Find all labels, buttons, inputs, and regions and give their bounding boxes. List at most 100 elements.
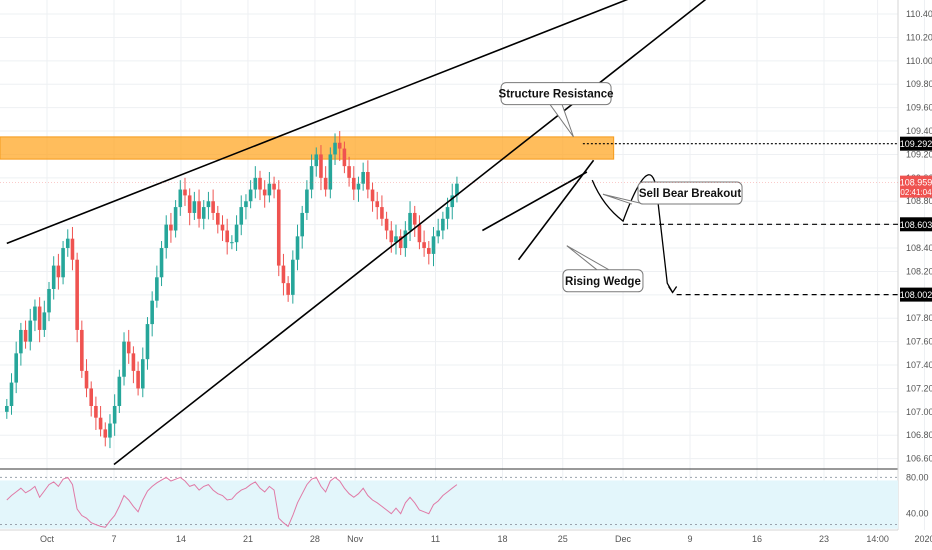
candle-body — [155, 277, 159, 301]
sell-bear-breakout-label-text: Sell Bear Breakout — [639, 188, 741, 200]
price-axis[interactable]: 110.400 110.200 110.000 109.800 109.600 109.4… — [0, 9, 932, 519]
structure-resistance-label-box — [500, 82, 612, 106]
candle-body — [408, 212, 412, 231]
level-108002-tag-text: 108.002 — [900, 290, 932, 300]
time-tick-label: 18 — [497, 534, 507, 544]
candle-body — [197, 201, 201, 219]
candle-body — [136, 370, 140, 389]
price-tick-label: 110.000 — [906, 56, 932, 66]
sell-bear-breakout-label-box — [637, 181, 743, 205]
candle-body — [37, 306, 42, 330]
time-tick-label: 7 — [111, 534, 116, 544]
candle-body — [309, 166, 314, 190]
candle-body — [103, 429, 108, 438]
candle-body — [70, 238, 75, 260]
time-tick-label: Dec — [615, 534, 632, 544]
candle-body — [441, 218, 445, 231]
structure-resistance-zone — [0, 136, 615, 160]
candle-body — [337, 142, 342, 149]
time-tick-label: 9 — [688, 534, 693, 544]
price-tick-label: 107.000 — [906, 407, 932, 417]
candle-body — [145, 324, 150, 360]
time-tick-label: 25 — [558, 534, 568, 544]
candle-body — [14, 353, 18, 383]
wedge-upper-line[interactable] — [481, 171, 588, 232]
candles — [5, 131, 459, 449]
candle-body — [351, 177, 356, 190]
sell-bear-breakout-label-pointer — [602, 193, 645, 205]
rsi-panel — [0, 476, 898, 529]
current-price-value: 108.959 — [900, 178, 932, 188]
candle-body — [173, 207, 178, 231]
candle-body — [262, 189, 267, 196]
candle-body — [272, 183, 276, 190]
structure-resistance-label-text: Structure Resistance — [499, 89, 614, 101]
price-tick-label: 107.800 — [906, 313, 932, 323]
structure-resistance-label[interactable]: Structure Resistance — [499, 82, 614, 138]
candle-body — [244, 201, 248, 208]
candle-body — [455, 183, 459, 196]
candle-body — [201, 207, 206, 219]
price-tick-label: 109.400 — [906, 126, 932, 136]
candle-body — [225, 230, 229, 243]
candle-body — [248, 189, 253, 202]
candle-body — [267, 183, 272, 196]
candle-body — [112, 405, 117, 424]
candle-body — [216, 212, 220, 225]
candle-body — [394, 236, 398, 243]
candle-body — [94, 405, 98, 418]
candle-body — [164, 224, 169, 249]
time-tick-label: 23 — [819, 534, 829, 544]
lower-channel-line[interactable] — [113, 0, 717, 466]
candle-body — [122, 341, 126, 377]
levels[interactable] — [582, 143, 898, 296]
price-tick-label: 108.200 — [906, 266, 932, 276]
candle-body — [291, 259, 295, 295]
candle-body — [450, 195, 455, 208]
candle-body — [159, 248, 164, 278]
candle-body — [253, 177, 258, 190]
rsi-tick-label: 80.00 — [906, 472, 929, 482]
rsi-band — [0, 480, 898, 529]
candle-body — [84, 370, 89, 389]
price-tick-label: 109.600 — [906, 103, 932, 113]
price-tick-label: 108.800 — [906, 196, 932, 206]
time-tick-label: 14:00 — [866, 534, 889, 544]
candle-body — [305, 189, 309, 213]
sell-bear-breakout-label[interactable]: Sell Bear Breakout — [602, 181, 743, 205]
wedge-lower-line[interactable] — [517, 159, 595, 261]
time-tick-label: 2020 — [914, 534, 932, 544]
rising-wedge-label-box — [562, 269, 644, 293]
time-tick-label: 28 — [310, 534, 320, 544]
candle-body — [258, 177, 262, 190]
candle-body — [56, 265, 61, 278]
candle-body — [375, 201, 380, 208]
candle-body — [347, 166, 351, 178]
price-tick-label: 107.400 — [906, 360, 932, 370]
candle-body — [150, 300, 154, 325]
upper-channel-line[interactable] — [6, 0, 650, 245]
candle-body — [117, 376, 122, 406]
candle-body — [319, 154, 323, 178]
candle-body — [403, 230, 408, 249]
callouts[interactable]: Structure Resistance Sell Bear Breakout Ri… — [499, 82, 743, 293]
candle-body — [187, 195, 192, 213]
candle-body — [361, 171, 365, 184]
current-price-countdown: 02:41:04 — [900, 188, 932, 197]
structure-resistance-label-pointer — [549, 104, 574, 138]
price-tick-label: 110.200 — [906, 32, 932, 42]
candle-body — [380, 207, 384, 219]
candle-body — [286, 283, 290, 295]
candle-body — [192, 201, 197, 213]
level-109292-tag — [900, 136, 932, 151]
candle-body — [436, 230, 440, 237]
candle-body — [206, 201, 211, 208]
candle-body — [42, 312, 47, 330]
candle-body — [9, 382, 14, 406]
candle-body — [417, 224, 422, 243]
candle-body — [19, 329, 23, 354]
rising-wedge-label[interactable]: Rising Wedge — [562, 245, 644, 293]
